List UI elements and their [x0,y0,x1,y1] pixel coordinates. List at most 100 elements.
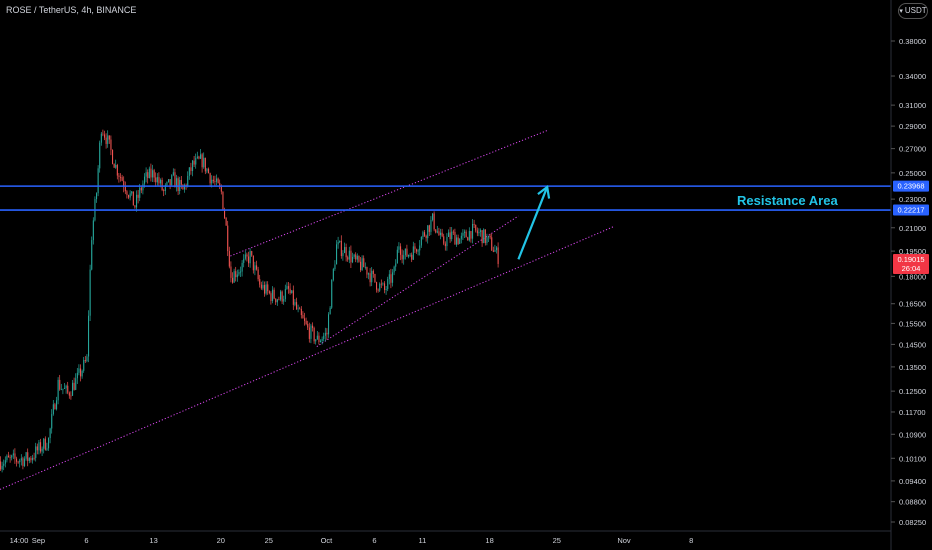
candle-body [72,382,74,396]
candle-body [425,235,427,239]
candle-body [324,332,326,336]
candle-body [304,318,306,321]
candle-body [486,237,488,243]
candle-body [462,232,464,236]
candle-body [361,258,363,271]
candle-body [468,231,470,241]
candle-body [24,458,26,467]
candle-body [404,248,406,256]
trendline[interactable] [230,130,548,257]
candle-body [256,265,258,270]
candle-body [444,243,446,247]
candle-body [62,388,64,390]
candle-body [166,182,168,186]
y-tick-label: 0.10100 [899,454,926,463]
price-tag [893,180,929,192]
candle-body [369,273,371,283]
candle-body [43,438,45,449]
candle-body [395,263,397,267]
candle-body [52,404,54,415]
candle-body [409,254,411,256]
candle-body [347,257,349,260]
candle-body [264,285,266,294]
candle-body [305,320,307,324]
price-tag-value: 0.19015 [897,255,924,264]
y-tick-label: 0.27000 [899,145,926,154]
candle-body [3,463,5,466]
y-tick-label: 0.34000 [899,72,926,81]
candle-body [281,291,283,302]
candle-body [459,238,461,244]
trendline[interactable] [316,215,519,348]
candle-body [267,284,269,292]
candle-body [289,288,291,294]
candle-body [1,465,3,470]
candle-body [411,254,413,260]
candle-body [492,250,494,252]
candle-body [198,156,200,159]
trendline[interactable] [0,225,615,490]
candle-body [140,187,142,191]
candle-body [360,261,362,271]
candle-body [496,247,498,251]
candle-body [48,438,50,449]
candle-body [483,229,485,244]
candle-body [345,247,347,258]
candle-body [28,458,30,461]
candle-body [60,388,62,390]
candle-body [494,250,496,252]
arrow-shaft[interactable] [517,186,549,260]
candle-body [420,236,422,246]
price-tag-value: 0.23968 [897,182,924,191]
candle-body [321,338,323,341]
candle-body [358,255,360,262]
candle-body [329,307,331,315]
time-axis: 14:00 Sep 6 13 20 25 Oct 6 11 18 25 Nov 8 [0,530,891,545]
candle-body [283,299,285,302]
candle-body [19,460,21,463]
candle-body [8,455,10,458]
y-tick-label: 0.13500 [899,363,926,372]
candle-body [320,340,322,343]
y-tick-label: 0.25000 [899,169,926,178]
candle-body [131,191,133,194]
candle-body [416,249,418,252]
candle-body [184,184,186,190]
candle-body [219,183,221,187]
candle-body [124,186,126,192]
candle-body [337,242,339,245]
candle-body [150,168,152,178]
candle-body [291,290,293,294]
candle-body [286,286,288,290]
candle-body [97,168,99,194]
candle-body [422,232,424,237]
currency-button[interactable]: ▾ USDT [898,3,928,19]
candle-body [326,332,328,335]
candle-body [371,270,373,283]
candle-body [148,168,150,179]
candle-body [259,279,261,285]
candle-body [268,291,270,294]
candle-body [91,240,93,270]
candle-body [196,156,198,159]
candle-body [104,134,106,138]
y-tick-label: 0.29000 [899,122,926,131]
candle-body [428,225,430,232]
candle-body [78,368,80,373]
candle-body [188,167,190,176]
y-tick-label: 0.18000 [899,272,926,281]
candle-body [339,240,341,243]
candle-body [388,274,390,280]
candle-body [134,205,136,208]
candle-body [16,458,18,462]
candle-body [89,269,91,316]
candle-body [302,315,304,319]
candle-body [80,368,82,377]
candle-body [272,289,274,301]
candle-body [17,461,19,463]
candle-body [427,225,429,239]
candle-body [480,230,482,232]
candle-body [288,286,290,289]
candle-body [38,442,40,451]
